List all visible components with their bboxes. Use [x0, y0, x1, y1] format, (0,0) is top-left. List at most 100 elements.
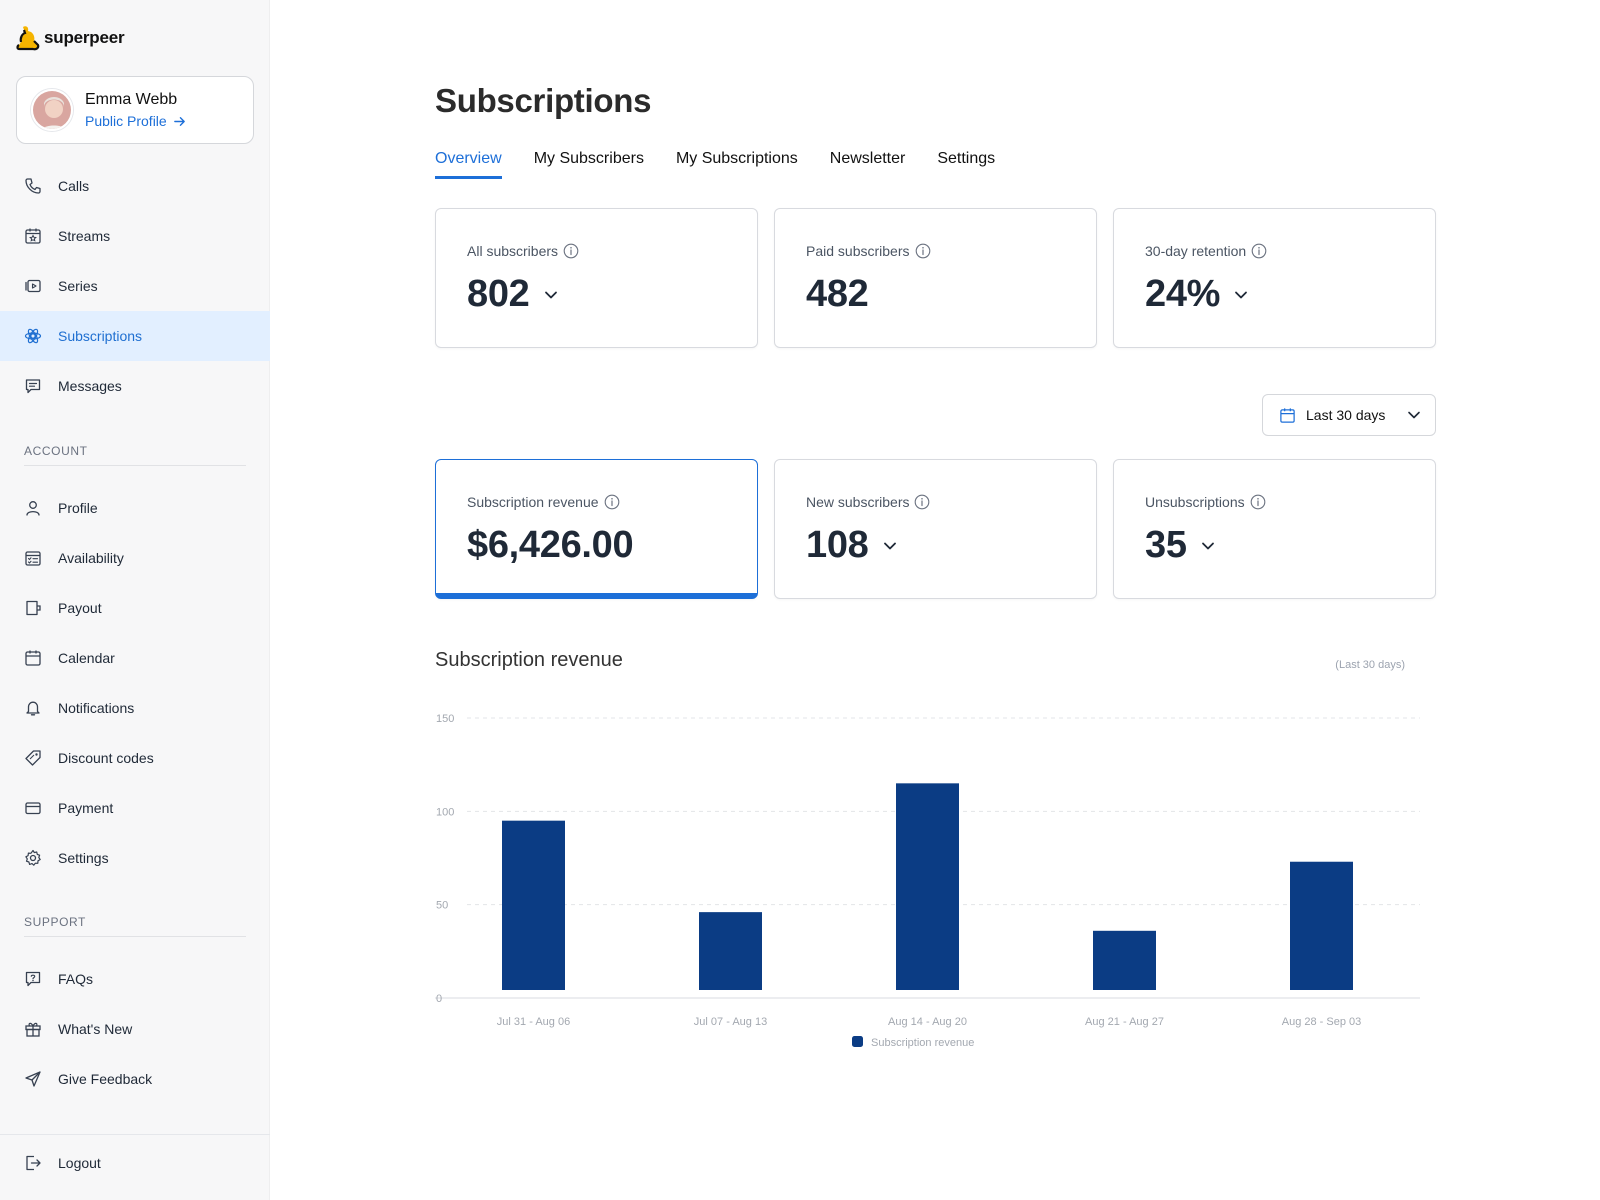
tab-overview[interactable]: Overview — [435, 150, 502, 179]
chevron-down-icon — [1408, 411, 1420, 419]
nav-item-give-feedback[interactable]: Give Feedback — [0, 1054, 270, 1104]
info-icon[interactable] — [1250, 494, 1266, 510]
stat-card-all-subscribers[interactable]: All subscribers 802 — [435, 208, 758, 348]
nav-item-calls[interactable]: Calls — [0, 161, 270, 211]
stat-label-row: All subscribers — [467, 243, 579, 259]
nav-item-profile[interactable]: Profile — [0, 483, 270, 533]
nav-item-label: Series — [58, 278, 98, 294]
info-icon[interactable] — [604, 494, 620, 510]
nav-item-notifications[interactable]: Notifications — [0, 683, 270, 733]
stat-label: 30-day retention — [1145, 243, 1247, 259]
nav-item-faqs[interactable]: FAQs — [0, 954, 270, 1004]
logout-button[interactable]: Logout — [0, 1134, 270, 1192]
nav-item-label: Availability — [58, 550, 124, 566]
x-tick-label: Jul 07 - Aug 13 — [694, 1016, 767, 1028]
calendar-icon — [25, 650, 41, 666]
date-range-select[interactable]: Last 30 days — [1262, 394, 1436, 436]
calendar-star-icon — [25, 228, 41, 244]
public-profile-label: Public Profile — [85, 113, 167, 129]
nav-item-availability[interactable]: Availability — [0, 533, 270, 583]
stat-card-paid-subscribers[interactable]: Paid subscribers 482 — [774, 208, 1097, 348]
nav-item-streams[interactable]: Streams — [0, 211, 270, 261]
bar-5 — [1290, 861, 1353, 990]
stat-label-row: Unsubscriptions — [1145, 494, 1266, 510]
stat-label: Subscription revenue — [467, 494, 599, 510]
x-tick-label: Aug 28 - Sep 03 — [1282, 1016, 1362, 1028]
info-icon[interactable] — [1251, 243, 1267, 259]
stat-label-row: Paid subscribers — [806, 243, 931, 259]
stat-value: 24% — [1145, 273, 1221, 315]
x-tick-label: Jul 31 - Aug 06 — [497, 1016, 570, 1028]
nav-item-label: Subscriptions — [58, 328, 143, 344]
stat-label: All subscribers — [467, 243, 559, 259]
stat-label-row: New subscribers — [806, 494, 930, 510]
credit-card-icon — [25, 802, 41, 815]
logout-nav: Logout — [0, 1134, 270, 1192]
y-tick-label: 150 — [436, 713, 454, 725]
logout-label: Logout — [58, 1155, 101, 1171]
nav-item-label: What's New — [58, 1021, 133, 1037]
chart-range-note: (Last 30 days) — [1335, 659, 1405, 671]
subscriptions-icon — [24, 328, 42, 344]
tab-my-subscribers[interactable]: My Subscribers — [533, 150, 644, 167]
chevron-down-icon[interactable] — [544, 288, 558, 302]
tag-icon — [25, 750, 41, 766]
stat-card-retention[interactable]: 30-day retention 24% — [1113, 208, 1436, 348]
stat-label: Unsubscriptions — [1145, 494, 1245, 510]
chevron-down-icon[interactable] — [1234, 288, 1248, 302]
support-section-label: SUPPORT — [24, 915, 86, 929]
nav-item-calendar[interactable]: Calendar — [0, 633, 270, 683]
stat-value-row: 24% — [1145, 273, 1248, 316]
nav-item-discount-codes[interactable]: Discount codes — [0, 733, 270, 783]
nav-item-subscriptions[interactable]: Subscriptions — [0, 311, 270, 361]
stat-value: 482 — [806, 273, 869, 315]
chevron-down-icon[interactable] — [883, 539, 897, 553]
nav-item-payout[interactable]: Payout — [0, 583, 270, 633]
nav-item-payment[interactable]: Payment — [0, 783, 270, 833]
stat-label: New subscribers — [806, 494, 910, 510]
sidebar: superpeer Emma Webb Public Profile Calls — [0, 0, 270, 1200]
nav-item-settings[interactable]: Settings — [0, 833, 270, 883]
legend-label: Subscription revenue — [871, 1037, 974, 1049]
page-title: Subscriptions — [435, 82, 652, 119]
nav-item-label: FAQs — [58, 971, 94, 987]
phone-icon — [25, 178, 41, 194]
stat-card-subscription-revenue[interactable]: Subscription revenue $6,426.00 — [435, 459, 758, 599]
chevron-down-icon[interactable] — [1201, 539, 1215, 553]
info-icon[interactable] — [563, 243, 579, 259]
brand-name: superpeer — [44, 28, 125, 47]
account-section-label: ACCOUNT — [24, 444, 88, 458]
nav-item-label: Calls — [58, 178, 90, 194]
nav-item-label: Notifications — [58, 700, 135, 716]
tab-settings[interactable]: Settings — [937, 150, 996, 167]
info-icon[interactable] — [914, 494, 930, 510]
stat-card-unsubscriptions[interactable]: Unsubscriptions 35 — [1113, 459, 1436, 599]
nav-item-messages[interactable]: Messages — [0, 361, 270, 411]
main-content: Subscriptions Overview My Subscribers My… — [270, 0, 1600, 1200]
stat-value-row: 482 — [806, 273, 869, 316]
avatar — [31, 89, 73, 131]
brand-logo[interactable]: superpeer — [16, 24, 125, 52]
tab-newsletter[interactable]: Newsletter — [829, 150, 906, 167]
message-icon — [25, 379, 41, 394]
logout-divider — [0, 1134, 270, 1135]
nav-item-label: Profile — [58, 500, 98, 516]
logout-icon — [26, 1155, 41, 1171]
profile-card[interactable]: Emma Webb Public Profile — [16, 76, 254, 144]
profile-name: Emma Webb — [85, 91, 178, 108]
info-icon[interactable] — [915, 243, 931, 259]
arrow-right-icon — [173, 116, 185, 126]
tab-my-subscriptions[interactable]: My Subscriptions — [675, 150, 798, 167]
bar-1 — [502, 820, 565, 990]
stat-card-new-subscribers[interactable]: New subscribers 108 — [774, 459, 1097, 599]
stat-value: 802 — [467, 273, 530, 315]
y-tick-label: 100 — [436, 806, 454, 818]
stat-value-row: 108 — [806, 524, 897, 567]
revenue-bar-chart: 0 50 100 150 Jul 31 - Aug 06 Jul 07 - Aug 13 A… — [435, 713, 1420, 1049]
stat-value: 108 — [806, 524, 869, 566]
nav-item-series[interactable]: Series — [0, 261, 270, 311]
calendar-icon — [1280, 407, 1295, 423]
public-profile-link[interactable]: Public Profile — [85, 113, 186, 129]
nav-item-whats-new[interactable]: What's New — [0, 1004, 270, 1054]
x-tick-label: Aug 14 - Aug 20 — [888, 1016, 967, 1028]
